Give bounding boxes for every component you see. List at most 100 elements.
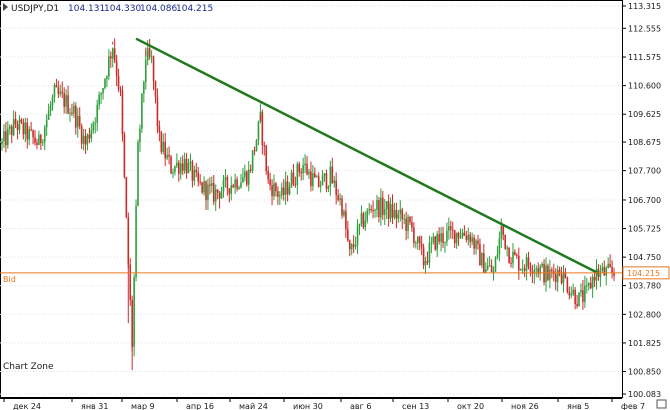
candle-body [53, 85, 56, 98]
x-axis-ticks: дек 24 янв 31 мар 9 апр 16 май 24 июн 30 авг 6… [3, 398, 645, 410]
x-tick-label: сен 13 [402, 402, 429, 410]
candle-body [465, 235, 468, 240]
candle-body [110, 56, 112, 59]
candle-body [45, 119, 48, 128]
candle-body [387, 201, 390, 219]
candle-body [593, 276, 596, 281]
candle-body [106, 76, 108, 80]
candle-body [393, 210, 396, 218]
candle-body [488, 265, 491, 267]
candle-body [294, 184, 297, 186]
candle-body [102, 88, 104, 94]
y-tick-label: 108.675 [628, 138, 661, 147]
candle-body [438, 234, 440, 242]
candle-body [71, 112, 73, 114]
candle-body [446, 230, 448, 242]
candle-body [411, 222, 413, 228]
bid-label: Bid [3, 275, 16, 284]
candle-body [354, 245, 357, 247]
candle-body [494, 257, 497, 272]
candle-body [389, 204, 392, 219]
candle-body [405, 218, 407, 231]
candle-body [88, 134, 91, 139]
candle-body [432, 236, 435, 243]
candle-body [609, 263, 611, 267]
candle-body [582, 290, 584, 302]
candle-body [191, 161, 194, 181]
candle-body [378, 200, 380, 218]
candle-body [459, 237, 462, 239]
candle-body [533, 269, 536, 274]
candle-body [195, 169, 198, 173]
trendline[interactable] [135, 37, 600, 275]
candle-body [16, 124, 19, 130]
candle-body [366, 210, 369, 221]
candle-body [329, 166, 332, 187]
candle-body [174, 166, 176, 173]
candle-body [471, 237, 473, 242]
candle-body [90, 130, 93, 139]
candle-body [150, 56, 153, 58]
candle-body [481, 253, 483, 266]
candle-body [580, 290, 582, 293]
candle-body [211, 183, 213, 186]
candle-body [539, 266, 541, 274]
candle-body [38, 135, 40, 145]
candle-body [113, 48, 116, 61]
candle-body [339, 198, 341, 200]
candle-body [230, 185, 233, 194]
y-tick-label: 103.780 [628, 282, 661, 291]
candle-body [506, 247, 508, 249]
candle-body [242, 177, 244, 183]
candle-body [24, 122, 27, 135]
candle-body [133, 277, 135, 347]
candle-body [34, 137, 36, 143]
candle-body [176, 162, 178, 167]
candle-body [321, 175, 324, 186]
candle-body [436, 234, 438, 250]
candle-body [47, 110, 50, 120]
candle-body [347, 229, 349, 241]
candle-body [613, 272, 615, 276]
candles [1, 38, 615, 371]
candle-body [43, 127, 46, 142]
candle-body [556, 269, 559, 283]
candle-body [560, 274, 563, 284]
candle-body [257, 121, 260, 140]
y-tick-label: 113.315 [628, 2, 661, 11]
candle-body [360, 213, 363, 224]
candle-body [125, 177, 128, 218]
candle-body [141, 93, 143, 129]
candle-body [143, 82, 145, 94]
candle-body [562, 271, 565, 284]
grid [0, 5, 622, 395]
candle-body [484, 269, 487, 273]
candle-body [214, 189, 217, 202]
candle-body [12, 119, 15, 136]
candle-body [319, 185, 322, 187]
x-tick-label: май 24 [239, 402, 268, 410]
candle-body [551, 269, 553, 272]
candle-body [529, 266, 532, 272]
candle-body [521, 268, 524, 270]
candle-body [290, 172, 293, 188]
x-tick-label: авг 6 [350, 402, 371, 410]
candle-body [554, 274, 557, 283]
candle-body [96, 104, 98, 123]
candle-body [57, 87, 60, 94]
candle-body [228, 188, 231, 194]
candle-body [5, 131, 7, 146]
candle-body [69, 112, 71, 114]
candle-body [8, 126, 11, 129]
low-value: 104.086 [140, 4, 177, 14]
chart-menu-icon[interactable] [3, 3, 8, 11]
chart-shift-marker[interactable] [656, 399, 667, 409]
candle-body [424, 261, 427, 266]
candle-body [67, 95, 69, 114]
candle-body [350, 244, 353, 250]
candle-body [82, 135, 85, 144]
candle-body [611, 266, 613, 273]
candle-body [607, 263, 609, 268]
candle-body [267, 171, 269, 180]
